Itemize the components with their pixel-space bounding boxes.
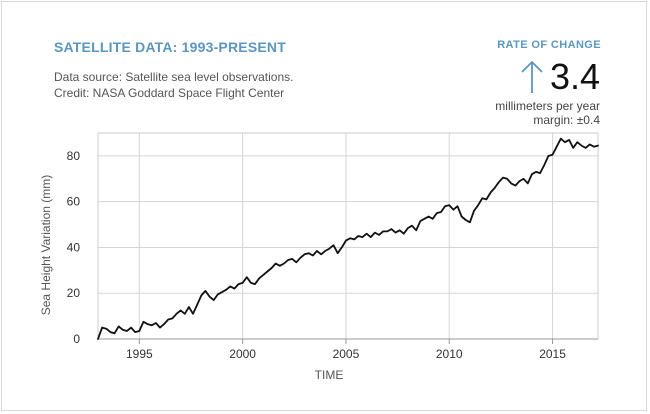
credit-text: Credit: NASA Goddard Space Flight Center — [54, 86, 285, 100]
data-source-text: Data source: Satellite sea level observa… — [54, 70, 294, 84]
y-tick-label: 60 — [67, 195, 81, 209]
y-tick-label: 40 — [67, 240, 81, 254]
y-tick-label: 80 — [67, 149, 81, 163]
rate-of-change-label: RATE OF CHANGE — [497, 39, 601, 51]
x-axis-label: TIME — [315, 368, 344, 382]
x-tick-label: 2015 — [539, 347, 566, 361]
rate-of-change-unit: millimeters per year — [495, 99, 600, 113]
sea-level-series-line — [97, 137, 599, 340]
chart-title: SATELLITE DATA: 1993-PRESENT — [54, 39, 286, 55]
series-layer — [97, 137, 599, 340]
x-tick-label: 2005 — [333, 347, 360, 361]
y-tick-label: 0 — [73, 332, 80, 346]
x-tick-label: 2010 — [436, 347, 463, 361]
grid-layer — [97, 132, 599, 340]
x-tick-label: 2000 — [229, 347, 256, 361]
y-tick-label: 20 — [67, 286, 81, 300]
x-tick-label: 1995 — [126, 347, 153, 361]
y-axis-label: Sea Height Variation (mm) — [39, 175, 53, 316]
arrow-up-icon — [521, 60, 543, 93]
rate-of-change-margin: margin: ±0.4 — [533, 113, 600, 127]
rate-of-change-value: 3.4 — [549, 56, 600, 97]
rate-of-change-value-group: 3.4 — [520, 57, 600, 97]
axes-layer: 0 20 40 60 80 1995 2000 2005 2010 2015 — [67, 149, 598, 361]
plot-frame — [97, 132, 599, 340]
